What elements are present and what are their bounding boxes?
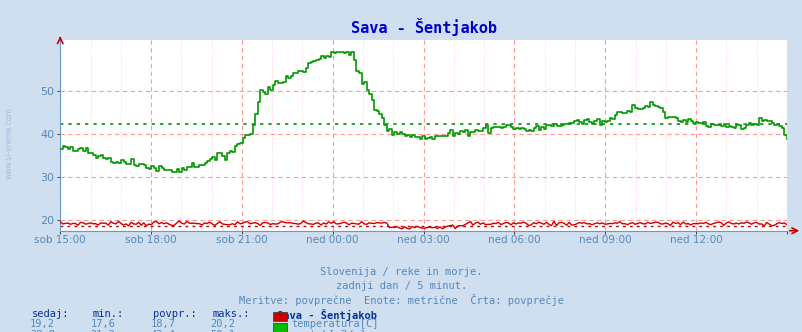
- Text: pretok[m3/s]: pretok[m3/s]: [291, 330, 366, 332]
- Text: 19,2: 19,2: [30, 319, 55, 329]
- Text: Sava - Šentjakob: Sava - Šentjakob: [277, 309, 377, 321]
- Text: 17,6: 17,6: [90, 319, 115, 329]
- Text: 31,2: 31,2: [90, 330, 115, 332]
- Text: sedaj:: sedaj:: [32, 309, 70, 319]
- Text: 18,7: 18,7: [150, 319, 176, 329]
- Text: temperatura[C]: temperatura[C]: [291, 319, 379, 329]
- Text: zadnji dan / 5 minut.: zadnji dan / 5 minut.: [335, 281, 467, 290]
- Text: Slovenija / reke in morje.: Slovenija / reke in morje.: [320, 267, 482, 277]
- Title: Sava - Šentjakob: Sava - Šentjakob: [350, 18, 496, 36]
- Text: 59,1: 59,1: [210, 330, 236, 332]
- Text: 38,8: 38,8: [30, 330, 55, 332]
- Text: www.si-vreme.com: www.si-vreme.com: [5, 107, 14, 179]
- Text: min.:: min.:: [92, 309, 124, 319]
- Text: Meritve: povprečne  Enote: metrične  Črta: povprečje: Meritve: povprečne Enote: metrične Črta:…: [239, 294, 563, 306]
- Text: 42,4: 42,4: [150, 330, 176, 332]
- Text: 20,2: 20,2: [210, 319, 236, 329]
- Text: maks.:: maks.:: [213, 309, 250, 319]
- Text: povpr.:: povpr.:: [152, 309, 196, 319]
